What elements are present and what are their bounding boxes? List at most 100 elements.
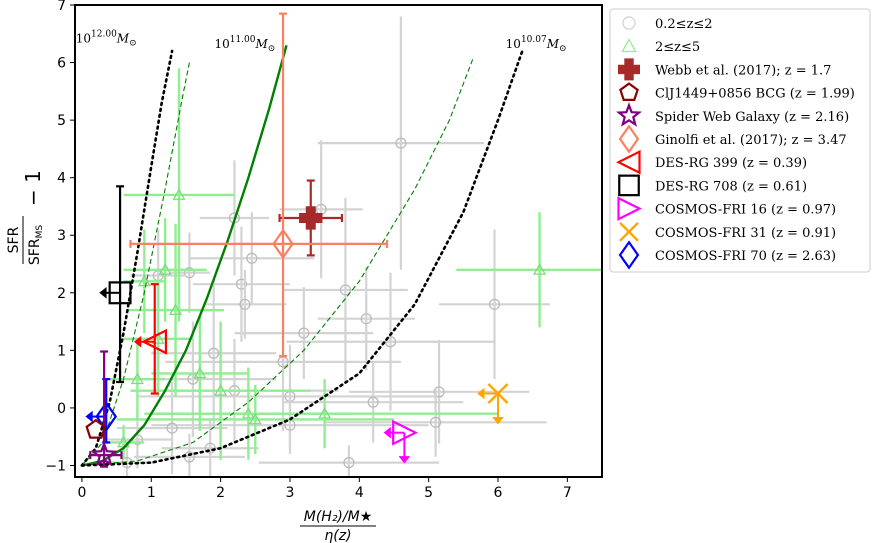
legend-marker	[621, 38, 637, 53]
grey-point	[317, 16, 485, 270]
legend-label: DES-RG 399 (z = 0.39)	[655, 156, 807, 171]
background-green-series	[102, 68, 602, 460]
green-point	[456, 212, 602, 328]
source-point	[133, 283, 168, 395]
curve-label-unit: M	[254, 37, 268, 51]
curve-label-exp: 10.07	[521, 35, 547, 45]
source-arrow-head	[477, 387, 485, 400]
y-axis-label-tail: − 1	[21, 170, 45, 206]
grey-point	[439, 229, 550, 380]
legend-item: 0.2≤z≤2	[622, 16, 713, 32]
grey-point	[189, 212, 315, 305]
legend-marker	[618, 124, 640, 154]
x-tick-label: 3	[285, 485, 294, 501]
green-point-marker	[158, 263, 172, 275]
green-point	[116, 384, 394, 454]
source-marker	[272, 228, 294, 260]
green-point	[123, 217, 207, 322]
source-marker	[299, 206, 323, 230]
source-point	[477, 383, 509, 425]
legend-label: COSMOS-FRI 31 (z = 0.91)	[655, 226, 836, 241]
grey-point-marker	[166, 422, 178, 434]
x-tick-label: 7	[563, 485, 572, 501]
curve-labels: 1012.00M⊙ 1011.00M⊙ 1010.07M⊙	[76, 29, 567, 54]
curve-label: 1010.07M⊙	[506, 35, 567, 54]
model-curve	[81, 62, 190, 466]
x-tick-label: 2	[216, 485, 225, 501]
legend-item: Spider Web Galaxy (z = 2.16)	[616, 102, 849, 127]
curve-label-unit: M	[546, 37, 560, 51]
model-curve	[81, 44, 288, 467]
grey-point-marker	[204, 442, 216, 454]
plot-area	[80, 12, 602, 477]
grey-point-marker	[339, 284, 352, 296]
x-axis-label: M(H₂)/M★ η(z)	[300, 509, 376, 543]
grey-point-marker	[433, 386, 445, 398]
legend-label: Ginolfi et al. (2017); z = 3.47	[655, 133, 847, 148]
source-point	[85, 418, 107, 439]
legend-marker	[617, 196, 642, 221]
legend-item: ClJ1449+0856 BCG (z = 1.99)	[619, 82, 855, 102]
highlighted-sources	[85, 12, 509, 468]
curve-label-exp: 11.00	[230, 35, 256, 45]
legend-marker	[618, 240, 640, 270]
green-point-marker	[248, 412, 262, 425]
x-tick-label: 5	[424, 485, 433, 501]
y-tick-label: −1	[45, 458, 66, 474]
grey-point	[234, 287, 374, 380]
grey-point	[192, 226, 290, 342]
x-axis: 0 1 2 3 4 5 6 7	[77, 477, 572, 501]
curve-label: 1011.00M⊙	[214, 35, 275, 54]
grey-point	[324, 387, 547, 457]
x-tick-label: 6	[494, 485, 503, 501]
curve-label-sub: ⊙	[129, 38, 137, 48]
source-point	[89, 350, 123, 468]
legend-marker	[618, 58, 640, 81]
green-point	[151, 315, 249, 431]
grey-point	[317, 266, 415, 371]
legend-marker	[619, 82, 639, 102]
legend-item: DES-RG 399 (z = 0.39)	[616, 149, 807, 175]
y-axis-label-den-main: SFR	[27, 238, 43, 265]
grey-point	[286, 272, 495, 411]
source-arrow-head	[133, 335, 142, 348]
green-point	[130, 321, 311, 460]
source-marker-stroke	[487, 383, 509, 404]
legend-marker	[616, 102, 642, 127]
y-tick-label: 0	[57, 401, 66, 417]
source-arrow-head	[492, 417, 504, 425]
legend-label: Webb et al. (2017); z = 1.7	[655, 63, 831, 78]
legend-frame	[609, 8, 871, 273]
curve-label-base: 10	[506, 37, 521, 51]
grey-point-marker	[246, 252, 258, 264]
grey-point	[283, 361, 464, 443]
source-arrow-head	[398, 456, 411, 464]
curve-label-sub: ⊙	[268, 44, 276, 54]
legend-label: DES-RG 708 (z = 0.61)	[655, 179, 807, 194]
curve-label-base: 10	[76, 31, 91, 45]
legend: 0.2≤z≤2 2≤z≤5 Webb et al. (2017); z = 1.7 C…	[609, 8, 871, 273]
green-point	[127, 223, 225, 397]
source-point	[383, 419, 419, 464]
grey-point-marker	[343, 457, 355, 469]
legend-label: 2≤z≤5	[655, 40, 700, 55]
curve-label: 1012.00M⊙	[76, 29, 137, 48]
curve-label-sub: ⊙	[559, 44, 567, 54]
legend-label: Spider Web Galaxy (z = 2.16)	[655, 110, 849, 125]
grey-point-marker	[298, 327, 310, 339]
model-curve	[81, 56, 475, 467]
grey-point	[258, 445, 440, 477]
y-tick-label: 5	[57, 113, 66, 129]
green-point-marker	[318, 406, 332, 419]
green-point-marker	[193, 366, 207, 379]
y-axis-label-den-sub: MS	[35, 225, 45, 239]
y-tick-label: 7	[57, 0, 66, 14]
source-arrow-head	[99, 286, 107, 299]
legend-item: COSMOS-FRI 70 (z = 2.63)	[618, 240, 836, 270]
source-marker	[85, 418, 107, 439]
green-point	[109, 338, 166, 420]
plot-frame	[74, 4, 603, 478]
x-tick-label: 4	[355, 485, 364, 501]
legend-item: Ginolfi et al. (2017); z = 3.47	[618, 124, 847, 154]
